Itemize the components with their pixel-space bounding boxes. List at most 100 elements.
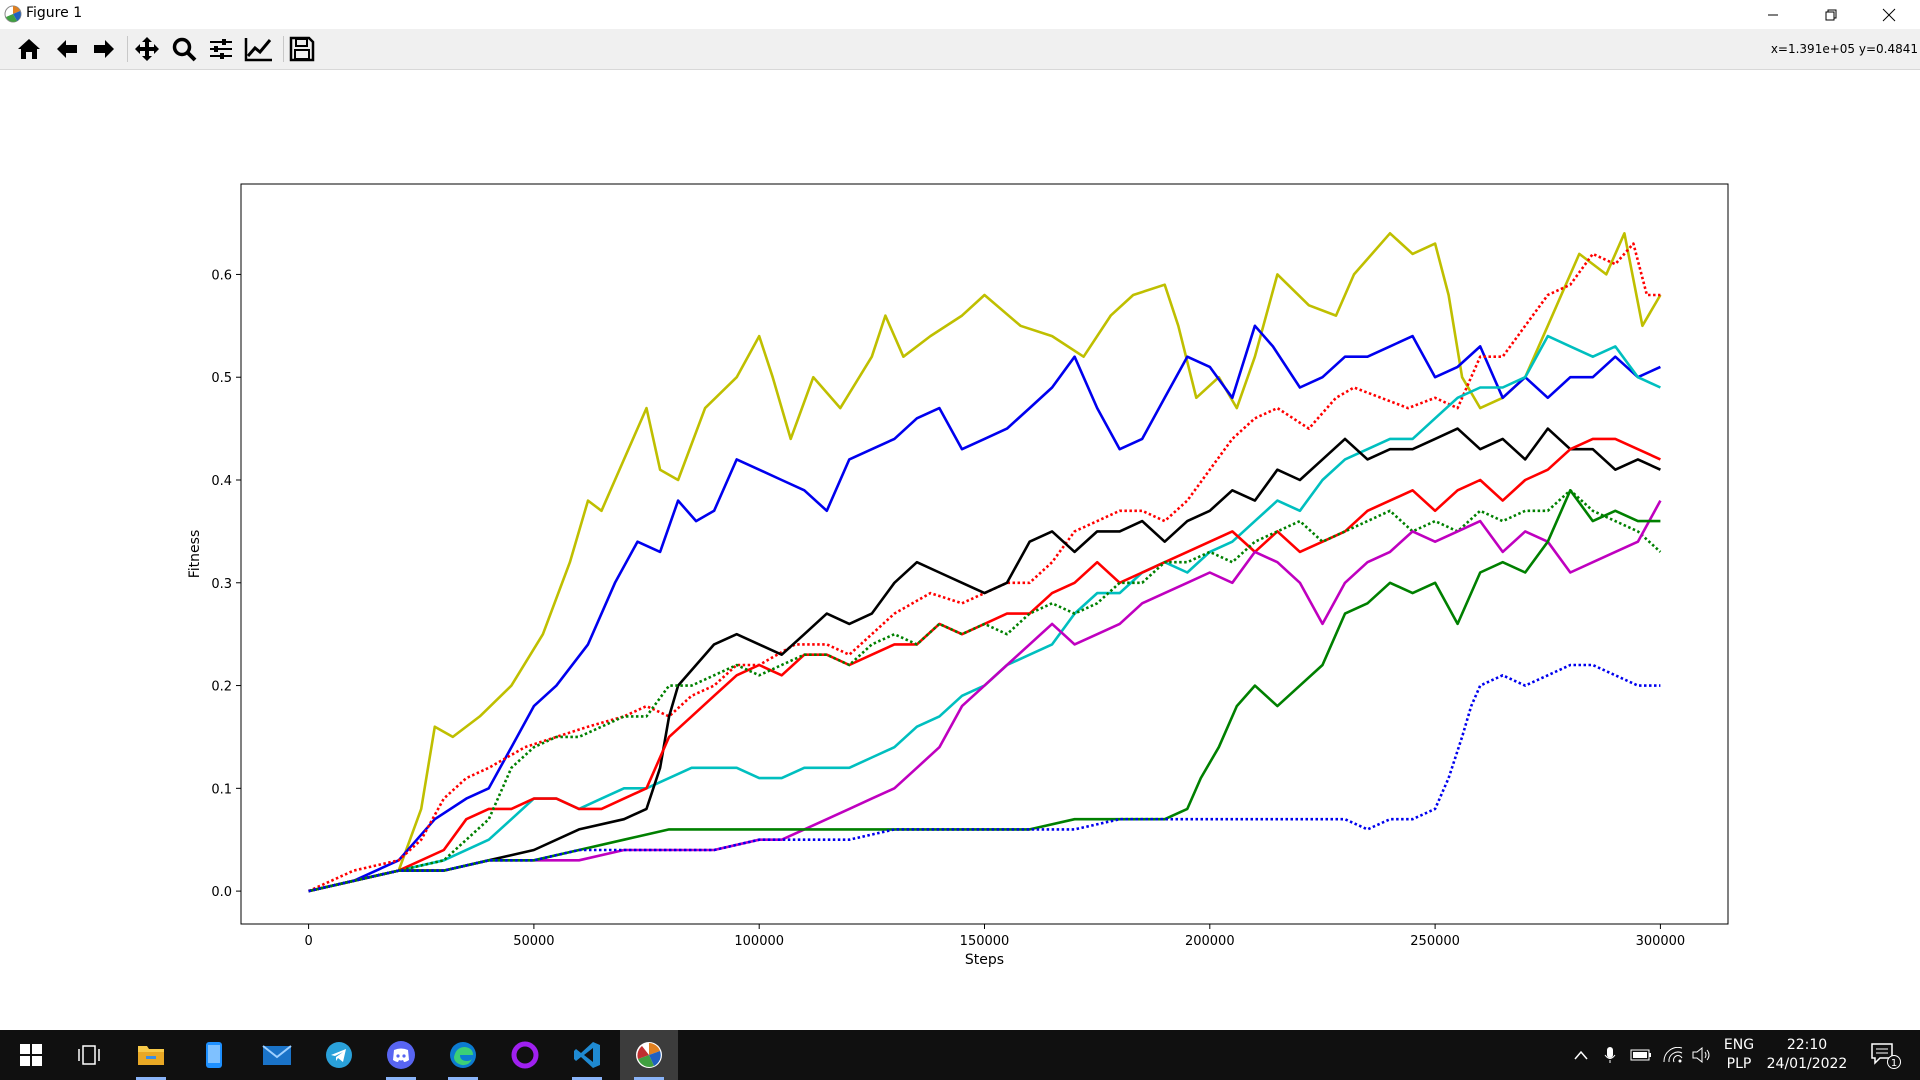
wifi-icon: [1663, 1047, 1683, 1063]
language-indicator[interactable]: ENG PLP: [1718, 1030, 1760, 1080]
close-icon: [1882, 8, 1896, 21]
microphone-tray-button[interactable]: [1597, 1030, 1623, 1080]
toolbar-separator: [283, 36, 284, 62]
x-tick-label: 300000: [1636, 934, 1686, 949]
show-hidden-icons-button[interactable]: [1568, 1030, 1594, 1080]
x-tick-label: 100000: [734, 934, 784, 949]
title-bar: Figure 1: [0, 0, 1920, 29]
start-icon: [20, 1044, 42, 1066]
window-title: Figure 1: [26, 5, 83, 21]
circle-app-icon: [511, 1041, 539, 1069]
minimize-button[interactable]: [1744, 0, 1802, 29]
pan-button[interactable]: [131, 33, 163, 65]
vscode-icon: [574, 1042, 600, 1068]
edit-axes-button[interactable]: [243, 33, 275, 65]
series-line-6: [308, 488, 1662, 893]
mail-button[interactable]: [248, 1030, 306, 1080]
volume-tray-button[interactable]: [1688, 1030, 1716, 1080]
x-tick-label: 250000: [1410, 934, 1460, 949]
task-view-icon: [78, 1045, 100, 1065]
taskbar: ENG PLP 22:10 24/01/2022 1: [0, 1030, 1920, 1080]
running-indicator: [136, 1077, 166, 1080]
matplotlib-taskbar-button[interactable]: [620, 1030, 678, 1080]
running-indicator: [386, 1077, 416, 1080]
navigation-toolbar: x=1.391e+05 y=0.4841: [0, 29, 1920, 70]
phone-icon: [206, 1042, 222, 1068]
forward-button[interactable]: [88, 33, 120, 65]
minimize-icon: [1768, 14, 1778, 15]
discord-button[interactable]: [372, 1030, 430, 1080]
series-line-5: [308, 437, 1661, 893]
edit-axes-icon: [244, 38, 272, 62]
x-axis-label: Steps: [965, 952, 1004, 968]
notification-center-button[interactable]: 1: [1862, 1030, 1908, 1080]
series-line-8: [308, 488, 1661, 893]
series-line-0: [308, 232, 1662, 893]
back-button[interactable]: [51, 33, 83, 65]
restore-button[interactable]: [1802, 0, 1860, 29]
running-indicator: [448, 1077, 478, 1080]
microphone-icon: [1604, 1047, 1616, 1063]
clock[interactable]: 22:10 24/01/2022: [1762, 1030, 1852, 1080]
battery-icon: [1630, 1049, 1651, 1061]
speaker-icon: [1692, 1047, 1710, 1063]
circle-app-button[interactable]: [496, 1030, 554, 1080]
y-tick-label: 0.2: [211, 680, 232, 695]
battery-tray-button[interactable]: [1626, 1030, 1656, 1080]
vscode-button[interactable]: [558, 1030, 616, 1080]
x-tick-label: 150000: [960, 934, 1010, 949]
edge-icon: [450, 1042, 476, 1068]
start-button[interactable]: [2, 1030, 60, 1080]
forward-icon: [94, 40, 114, 58]
y-axis-label: Fitness: [187, 530, 203, 579]
chevron-up-icon: [1574, 1050, 1588, 1060]
matplotlib-app-icon: [4, 5, 22, 23]
discord-icon: [387, 1041, 415, 1069]
clock-date: 24/01/2022: [1766, 1056, 1848, 1072]
plot-lines: [308, 232, 1662, 893]
save-button[interactable]: [286, 33, 318, 65]
x-tick-label: 200000: [1185, 934, 1235, 949]
file-explorer-button[interactable]: [122, 1030, 180, 1080]
keyboard-layout-code: PLP: [1726, 1056, 1752, 1072]
notification-badge: 1: [1891, 1058, 1897, 1069]
clock-time: 22:10: [1786, 1037, 1828, 1053]
notification-icon: 1: [1871, 1043, 1901, 1069]
close-button[interactable]: [1860, 0, 1918, 29]
y-tick-label: 0.6: [211, 268, 232, 283]
series-line-7: [308, 499, 1662, 893]
pan-icon: [135, 37, 159, 61]
running-indicator: [572, 1077, 602, 1080]
series-line-2: [308, 242, 1661, 893]
toolbar-separator: [127, 36, 128, 62]
y-tick-label: 0.3: [211, 577, 232, 592]
x-ticks: 0 50000 100000 150000 200000 250000 300000: [304, 924, 1685, 949]
series-line-1: [308, 324, 1661, 893]
home-button[interactable]: [13, 33, 45, 65]
series-line-3: [308, 334, 1661, 893]
y-ticks: 0.0 0.1 0.2 0.3 0.4 0.5 0.6: [211, 268, 241, 900]
series-line-4: [308, 427, 1661, 893]
configure-subplots-icon: [210, 39, 232, 59]
home-icon: [18, 39, 40, 59]
y-tick-label: 0.5: [211, 371, 232, 386]
save-icon: [289, 36, 315, 62]
back-icon: [57, 40, 77, 58]
y-tick-label: 0.1: [211, 782, 232, 797]
telegram-icon: [326, 1042, 352, 1068]
zoom-icon: [172, 37, 197, 62]
language-code: ENG: [1723, 1037, 1755, 1053]
configure-subplots-button[interactable]: [205, 33, 237, 65]
figure-canvas[interactable]: 0 50000 100000 150000 200000 250000 300000 0.0…: [0, 70, 1920, 1030]
series-line-9: [308, 663, 1661, 893]
x-tick-label: 0: [304, 934, 312, 949]
edge-button[interactable]: [434, 1030, 492, 1080]
y-tick-label: 0.0: [211, 885, 232, 900]
task-view-button[interactable]: [60, 1030, 118, 1080]
wifi-tray-button[interactable]: [1659, 1030, 1687, 1080]
phone-app-button[interactable]: [185, 1030, 243, 1080]
zoom-button[interactable]: [168, 33, 200, 65]
telegram-button[interactable]: [310, 1030, 368, 1080]
restore-icon: [1825, 9, 1837, 20]
mail-icon: [262, 1045, 292, 1065]
